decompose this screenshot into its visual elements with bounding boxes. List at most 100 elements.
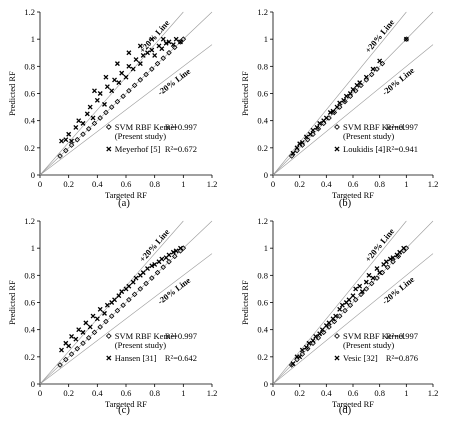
x-axis-label: Targeted RF xyxy=(105,190,147,200)
data-point-comparison xyxy=(160,36,166,42)
data-point-comparison xyxy=(346,297,352,303)
panel-label: (a) xyxy=(118,198,130,209)
data-point-svm xyxy=(171,44,178,51)
x-tick-label: 0.2 xyxy=(63,179,74,189)
data-point-svm xyxy=(114,98,121,105)
x-tick-label: 0.8 xyxy=(374,179,385,189)
legend-comparison-r2: R²=0.876 xyxy=(386,353,418,363)
reference-line-minus20 xyxy=(272,253,434,385)
panel-label: (b) xyxy=(339,198,352,209)
x-tick-label: 1 xyxy=(404,388,408,398)
data-point-svm xyxy=(374,275,380,281)
data-point-comparison xyxy=(294,145,300,151)
x-tick-label: 0 xyxy=(271,179,275,189)
data-point-svm xyxy=(171,253,178,260)
x-tick-label: 0.8 xyxy=(149,179,160,189)
legend-comparison-r2: R²=0.672 xyxy=(165,144,197,154)
data-point-svm xyxy=(160,55,167,61)
y-tick-label: 0 xyxy=(31,379,35,389)
x-tick-label: 0.4 xyxy=(92,179,103,189)
y-tick-label: 0.6 xyxy=(24,89,35,99)
y-tick-label: 0.8 xyxy=(257,61,268,71)
legend-svm-r2: R²=0.997 xyxy=(165,122,197,132)
y-tick-label: 0 xyxy=(31,170,35,180)
data-point-comparison xyxy=(173,36,179,42)
data-point-comparison xyxy=(80,329,86,335)
x-tick-label: 0.4 xyxy=(321,179,332,189)
x-tick-label: 0 xyxy=(38,388,42,398)
chart-panel: 0 0.2 0.4 0.6 0.8 1 1.2 0 0.2 0.4 0.6 0.8 1 1.2 +20% L… xyxy=(7,7,217,209)
data-point-comparison xyxy=(140,53,146,58)
data-point-comparison xyxy=(303,344,309,350)
chart-panel: 0 0.2 0.4 0.6 0.8 1 1.2 0 0.2 0.4 0.6 0.8 1 1.2 +20% L… xyxy=(240,7,438,209)
data-point-comparison xyxy=(145,50,150,56)
data-point-svm xyxy=(154,60,161,67)
y-tick-label: 1.2 xyxy=(24,216,35,226)
data-point-comparison xyxy=(103,74,109,80)
y-tick-label: 0.2 xyxy=(24,352,35,362)
data-point-comparison xyxy=(383,259,389,265)
data-point-svm xyxy=(57,362,63,368)
data-point-comparison xyxy=(337,306,343,312)
data-point-svm xyxy=(363,286,370,292)
legend-marker-comparison xyxy=(334,146,340,152)
minus20-line-label: -20% Line xyxy=(156,66,193,97)
data-point-comparison xyxy=(123,74,129,80)
data-point-comparison xyxy=(126,283,132,289)
data-point-comparison xyxy=(145,266,150,272)
data-point-svm xyxy=(374,66,380,72)
data-point-comparison xyxy=(357,283,363,289)
data-point-comparison xyxy=(90,115,96,121)
x-tick-label: 1 xyxy=(404,179,408,189)
x-tick-label: 1.2 xyxy=(428,179,439,189)
data-point-comparison xyxy=(102,101,107,107)
data-point-svm xyxy=(63,356,69,363)
data-point-svm xyxy=(131,291,138,298)
data-point-svm xyxy=(91,120,98,127)
reference-line-1to1 xyxy=(39,220,213,385)
data-point-comparison xyxy=(137,61,143,67)
data-point-comparison xyxy=(149,36,155,42)
data-point-comparison xyxy=(69,138,74,144)
data-point-svm xyxy=(368,71,375,78)
plus20-line-label: +20% Line xyxy=(137,18,171,55)
data-point-comparison xyxy=(112,297,117,303)
x-tick-label: 0 xyxy=(38,179,42,189)
legend-svm-name: SVM RBF Kernel xyxy=(115,122,178,132)
data-point-comparison xyxy=(159,256,165,262)
data-point-comparison xyxy=(317,120,323,126)
legend-svm-subname: (Present study) xyxy=(343,131,394,141)
data-point-comparison xyxy=(97,306,103,312)
data-point-svm xyxy=(368,280,375,287)
data-point-comparison xyxy=(66,131,72,137)
data-point-svm xyxy=(336,313,343,319)
legend-comparison-r2: R²=0.941 xyxy=(386,144,418,154)
data-point-svm xyxy=(120,93,126,99)
x-axis-label: Targeted RF xyxy=(332,399,374,409)
y-tick-label: 0.6 xyxy=(24,298,35,308)
x-tick-label: 0.4 xyxy=(92,388,103,398)
data-point-comparison xyxy=(403,36,409,42)
y-tick-label: 1 xyxy=(264,243,268,253)
data-point-comparison xyxy=(397,249,403,255)
data-point-comparison xyxy=(178,245,183,251)
data-point-comparison xyxy=(363,74,369,80)
legend-marker-svm xyxy=(334,124,340,130)
legend-svm-name: SVM RBF Kernel xyxy=(343,122,406,132)
data-point-comparison xyxy=(63,137,69,143)
data-point-comparison xyxy=(319,327,325,333)
data-point-svm xyxy=(143,71,149,78)
data-point-svm xyxy=(180,36,187,42)
reference-line-minus20 xyxy=(272,44,434,176)
data-point-svm xyxy=(126,297,132,303)
legend-svm-subname: (Present study) xyxy=(115,340,166,350)
data-point-comparison xyxy=(310,338,316,343)
y-tick-label: 1 xyxy=(264,34,268,44)
data-point-comparison xyxy=(370,275,376,281)
data-point-comparison xyxy=(76,327,82,333)
data-point-comparison xyxy=(359,289,365,295)
data-point-svm xyxy=(149,66,155,72)
y-tick-label: 0.8 xyxy=(24,270,35,280)
data-point-comparison xyxy=(307,131,313,137)
